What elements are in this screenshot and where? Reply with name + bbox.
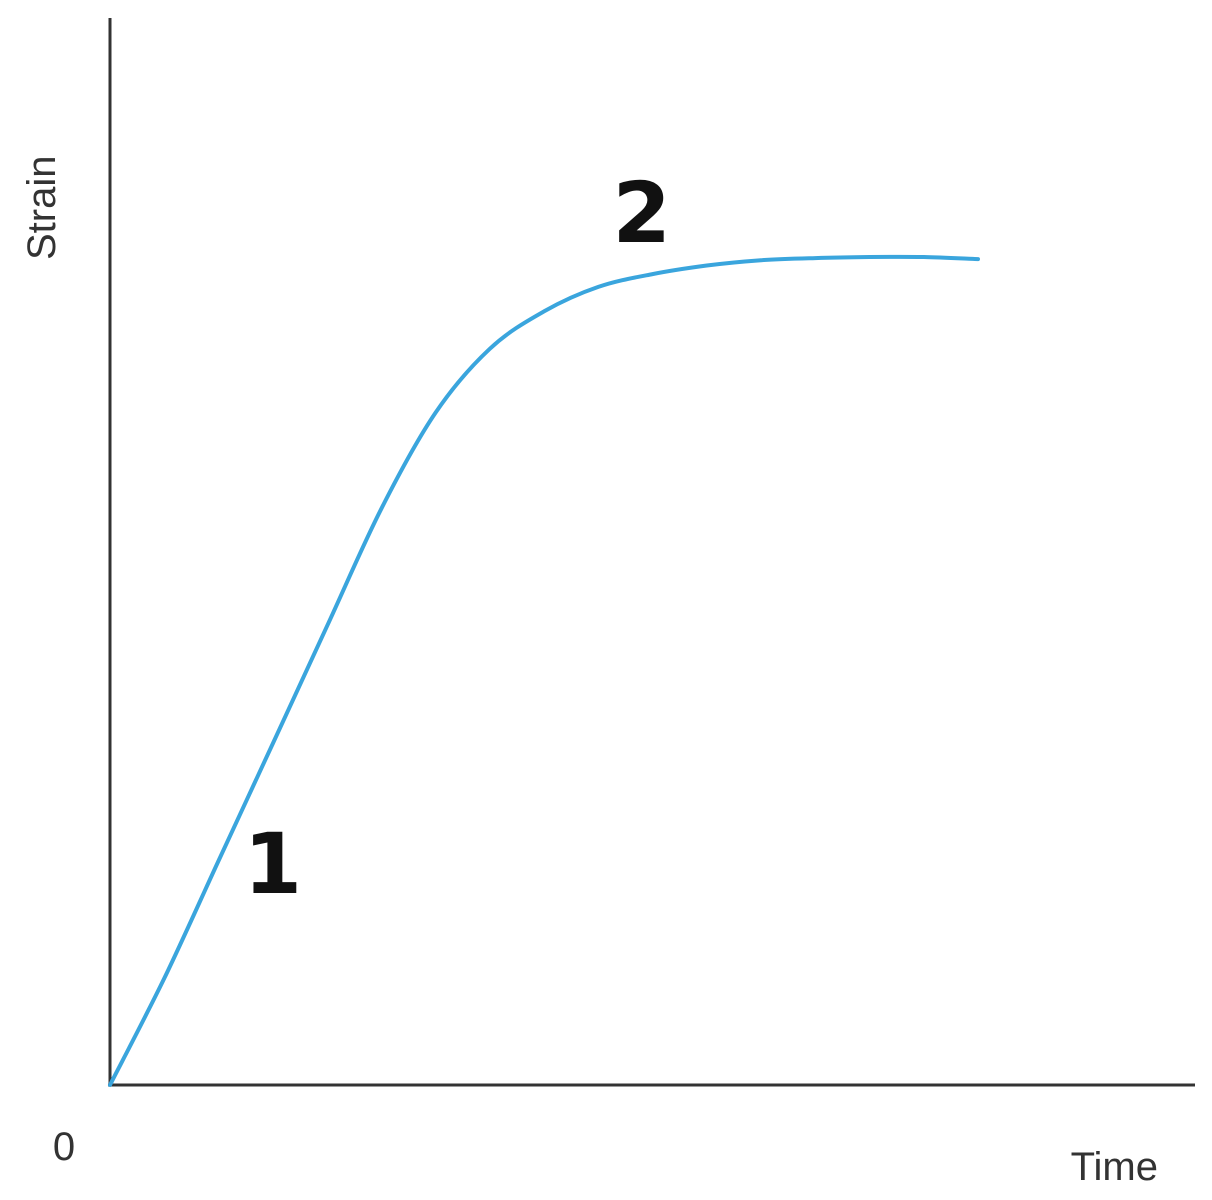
- series-line-0: [108, 254, 980, 1087]
- annotation-label-2: 2: [612, 164, 670, 262]
- y-axis-label: Strain: [20, 156, 64, 261]
- series-layer: [108, 254, 980, 1087]
- origin-label: 0: [53, 1125, 75, 1169]
- annotation-label-1: 1: [244, 815, 302, 913]
- x-axis-label: Time: [1071, 1145, 1158, 1189]
- annotation-layer: 12: [244, 164, 671, 913]
